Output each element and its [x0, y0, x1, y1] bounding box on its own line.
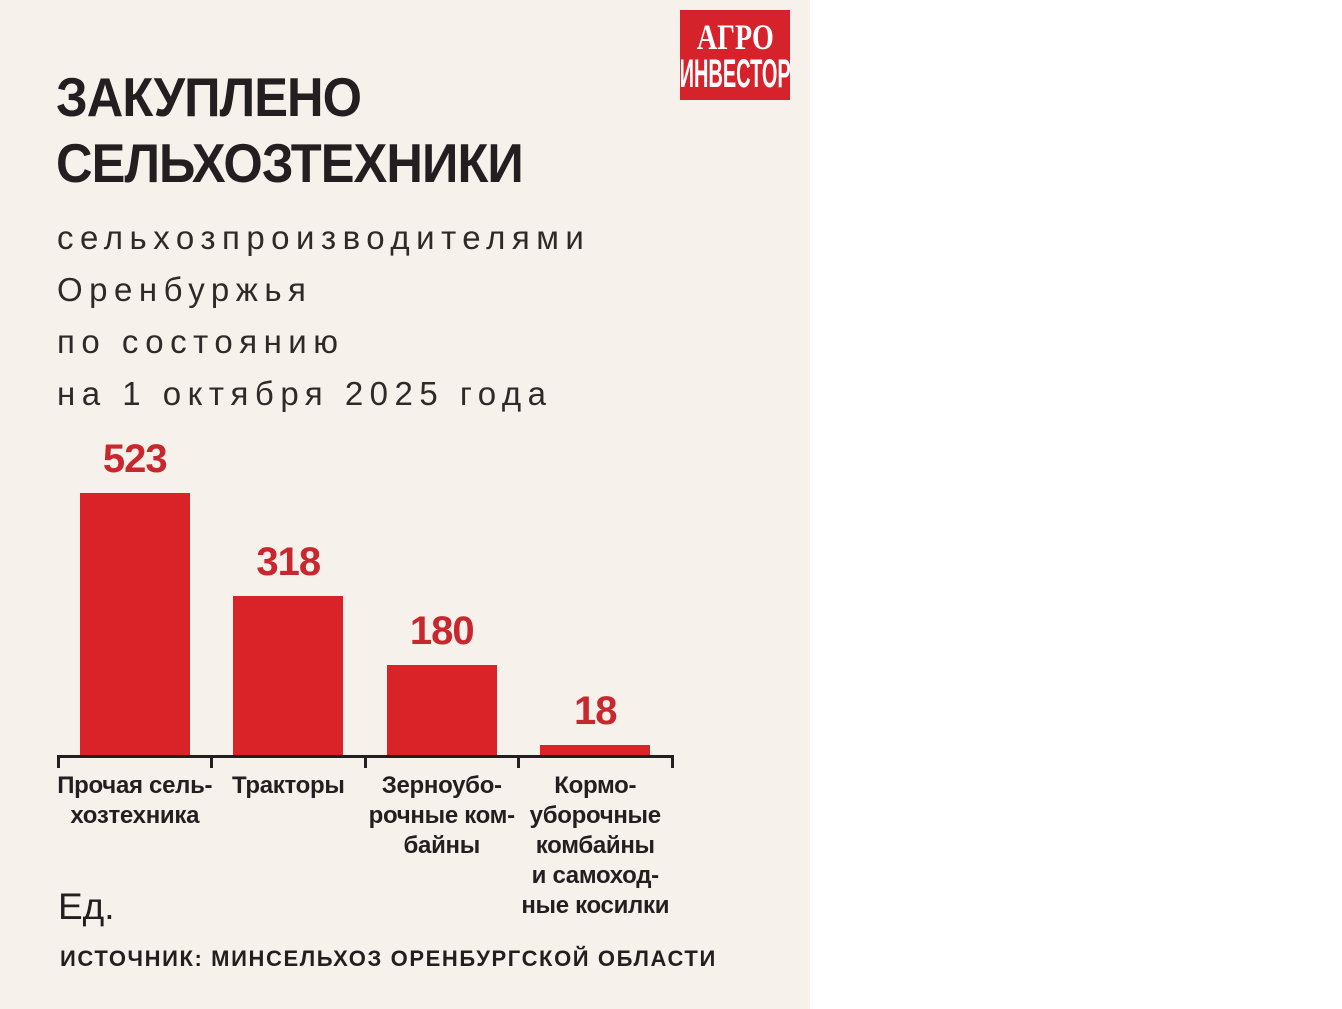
page-subtitle: сельхозпроизводителями Оренбуржья по сос… [57, 219, 591, 412]
category-label: Зерноубо- рочные ком- байны [368, 772, 515, 859]
bar-chart: 523 Прочая сель- хозтехника 318 Тракторы 180… [56, 437, 674, 919]
axis-tick [670, 755, 674, 768]
category-label: Прочая сель- хозтехника [57, 772, 213, 829]
bar-value-label: 18 [574, 689, 617, 733]
logo-word-investor: ИНВЕСТОР [679, 52, 791, 96]
bar-value-label: 318 [256, 540, 321, 584]
axis-tick [517, 755, 520, 768]
units-label: Ед. [58, 886, 115, 927]
source-line: ИСТОЧНИК: МИНСЕЛЬХОЗ ОРЕНБУРГСКОЙ ОБЛАСТ… [60, 946, 717, 971]
chart-bar [79, 493, 190, 755]
chart-bar [540, 745, 651, 755]
page-title: ЗАКУПЛЕНО СЕЛЬХОЗТЕХНИКИ [56, 66, 524, 194]
axis-tick [210, 755, 213, 768]
bar-value-label: 523 [102, 437, 168, 481]
chart-bar [233, 596, 344, 755]
chart-bar [386, 665, 497, 755]
category-label: Тракторы [231, 772, 345, 799]
logo-word-agro: АГРО [696, 17, 774, 57]
infographic-panel: АГРО ИНВЕСТОР ЗАКУПЛЕНО СЕЛЬХОЗТЕХНИКИ с… [0, 0, 810, 1009]
category-label: Кормо- уборочные комбайны и самоход- ные… [521, 772, 670, 919]
agroinvestor-logo: АГРО ИНВЕСТОР [679, 10, 791, 100]
axis-tick [363, 755, 367, 768]
bar-value-label: 180 [409, 609, 475, 653]
axis-tick [56, 755, 60, 768]
